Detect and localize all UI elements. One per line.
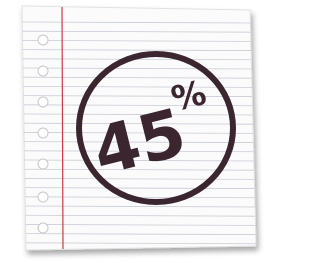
- notepad-illustration: 45 %: [0, 0, 264, 263]
